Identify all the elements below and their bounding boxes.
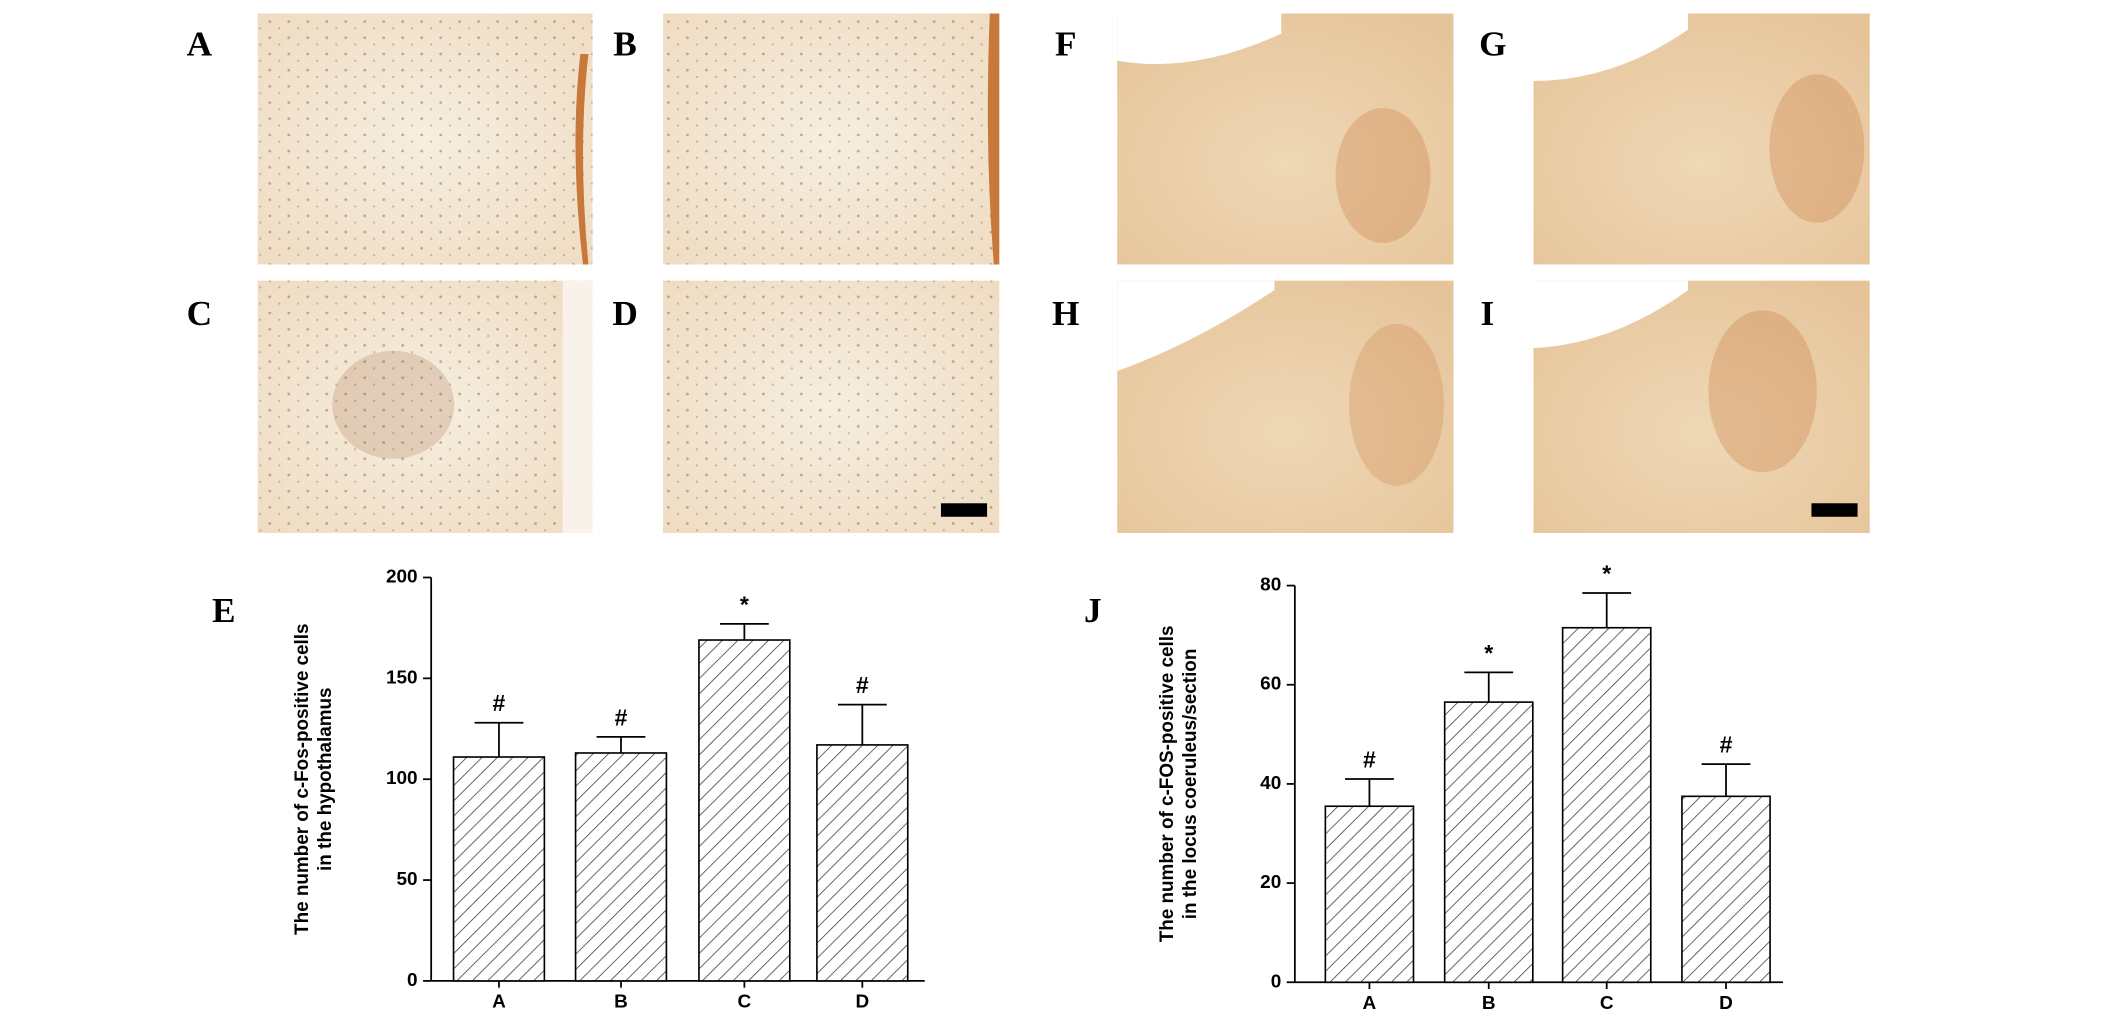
y-tick-label: 150 xyxy=(386,667,418,688)
bar xyxy=(1443,701,1534,984)
bar xyxy=(452,756,546,982)
panel-label: G xyxy=(1479,24,1506,63)
y-axis-label: The number of c-FOS-positive cells xyxy=(1157,626,1178,943)
panel-label: E xyxy=(212,591,236,630)
x-tick-label: C xyxy=(1600,993,1614,1014)
micrograph xyxy=(257,280,593,533)
panel-label: A xyxy=(187,24,213,63)
significance-mark: # xyxy=(615,704,628,730)
error-bar xyxy=(474,721,524,758)
y-tick-label: 20 xyxy=(1260,872,1281,893)
panel-label: J xyxy=(1084,591,1102,630)
significance-mark: # xyxy=(1720,732,1733,758)
significance-mark: # xyxy=(856,672,869,698)
y-tick-label: 60 xyxy=(1260,674,1281,695)
panel-label: C xyxy=(187,294,212,333)
significance-mark: # xyxy=(1363,747,1376,773)
error-bar xyxy=(719,623,769,641)
y-tick-label: 0 xyxy=(407,970,418,991)
x-tick-label: C xyxy=(738,992,752,1013)
micrograph xyxy=(1533,280,1870,533)
bar xyxy=(574,752,668,982)
chart: J The number of c-FOS-positive cells in th… xyxy=(1084,561,1783,1014)
micrograph xyxy=(1533,13,1870,265)
micrograph xyxy=(663,280,1000,533)
x-tick-label: A xyxy=(492,992,506,1013)
micrograph xyxy=(1117,280,1454,533)
micrograph xyxy=(257,13,593,265)
y-tick-label: 40 xyxy=(1260,773,1281,794)
x-tick-label: B xyxy=(614,992,628,1013)
x-tick-label: B xyxy=(1482,993,1496,1014)
significance-mark: * xyxy=(1484,640,1493,666)
x-tick-label: A xyxy=(1363,993,1377,1014)
y-tick-label: 100 xyxy=(386,768,418,789)
y-tick-label: 0 xyxy=(1271,971,1282,992)
error-bar xyxy=(837,703,887,745)
panel-label: H xyxy=(1052,294,1079,333)
bar xyxy=(1561,626,1652,984)
significance-mark: * xyxy=(740,591,749,617)
bar xyxy=(1324,805,1415,984)
y-tick-label: 80 xyxy=(1260,575,1281,596)
x-tick-label: D xyxy=(855,992,869,1013)
panel-label: F xyxy=(1055,24,1077,63)
y-axis-label: in the hypothalamus xyxy=(315,687,336,871)
micrograph xyxy=(1117,13,1454,265)
error-bar xyxy=(1582,592,1632,628)
significance-mark: # xyxy=(493,690,506,716)
error-bar xyxy=(1345,778,1394,807)
y-axis-label: in the locus coeruleus/section xyxy=(1180,649,1201,920)
micrographs xyxy=(257,13,1870,533)
y-axis-label: The number of c-Fos-positive cells xyxy=(292,623,313,935)
chart: E The number of c-Fos-positive cells in th… xyxy=(212,567,925,1013)
bar xyxy=(1681,795,1771,984)
error-bar xyxy=(596,735,646,753)
panel-label: B xyxy=(613,24,637,63)
error-bar xyxy=(1701,763,1751,797)
y-tick-label: 200 xyxy=(386,567,418,588)
bar xyxy=(698,639,791,982)
panel-label: I xyxy=(1481,294,1495,333)
y-tick-label: 50 xyxy=(396,869,417,890)
x-tick-label: D xyxy=(1719,993,1733,1014)
significance-mark: * xyxy=(1602,561,1611,587)
bar xyxy=(816,744,909,982)
micrograph xyxy=(663,13,1000,265)
panel-label: D xyxy=(612,294,637,333)
error-bar xyxy=(1464,671,1514,703)
